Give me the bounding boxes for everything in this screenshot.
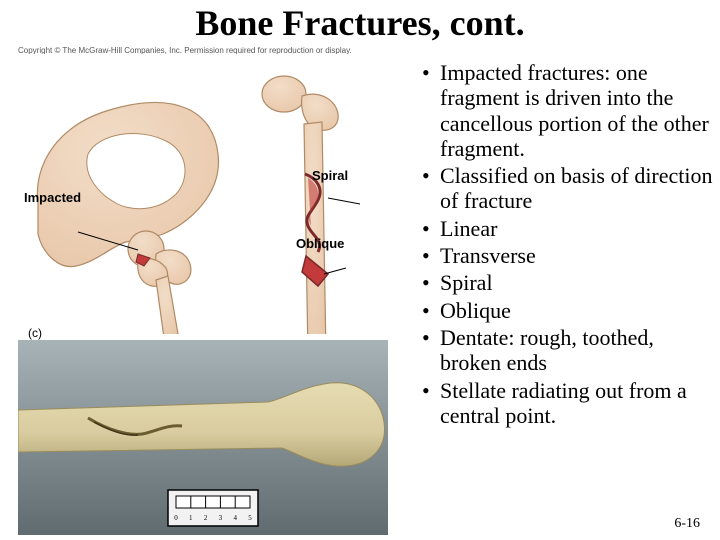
svg-text:5: 5 xyxy=(248,514,252,522)
svg-text:2: 2 xyxy=(204,514,208,522)
list-item: Stellate radiating out from a central po… xyxy=(416,378,716,429)
list-item: Spiral xyxy=(416,270,716,295)
svg-text:1: 1 xyxy=(189,514,193,522)
svg-text:4: 4 xyxy=(233,514,237,522)
impacted-label: Impacted xyxy=(24,190,81,205)
scale-card: 0 1 2 3 4 5 xyxy=(168,490,258,526)
slide: Bone Fractures, cont. Copyright © The Mc… xyxy=(0,0,720,540)
bullet-list: Impacted fractures: one fragment is driv… xyxy=(416,60,716,428)
list-item: Dentate: rough, toothed, broken ends xyxy=(416,325,716,376)
long-femur-head xyxy=(262,76,306,112)
list-item: Transverse xyxy=(416,243,716,268)
list-item: Classified on basis of direction of frac… xyxy=(416,163,716,214)
bone-photo: 0 1 2 3 4 5 xyxy=(18,340,388,535)
page-title: Bone Fractures, cont. xyxy=(0,2,720,44)
list-item: Impacted fractures: one fragment is driv… xyxy=(416,60,716,161)
spiral-label: Spiral xyxy=(312,168,348,183)
page-number: 6-16 xyxy=(674,516,700,532)
oblique-label: Oblique xyxy=(296,236,344,251)
list-item: Linear xyxy=(416,216,716,241)
svg-text:0: 0 xyxy=(174,514,178,522)
svg-text:3: 3 xyxy=(219,514,223,522)
subfigure-c-label: (c) xyxy=(28,326,42,340)
list-item: Oblique xyxy=(416,298,716,323)
text-column: Impacted fractures: one fragment is driv… xyxy=(416,60,716,430)
